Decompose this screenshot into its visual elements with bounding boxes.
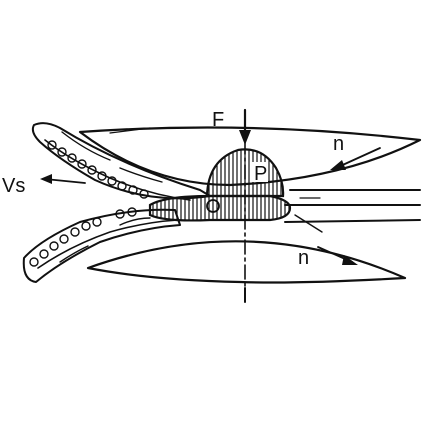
upper-strip [31,122,211,201]
rotation-arrow-top [330,147,381,170]
rotation-top-arrowhead-icon [330,160,346,170]
rotation-bottom-label: n [298,247,309,269]
force-arrowhead-icon [239,130,251,145]
pressure-label: P [254,163,267,185]
speed-arrow [40,174,86,184]
pressure-label-bg [252,162,268,182]
lower-strip-bead [29,207,137,267]
force-arrow [239,108,251,145]
rotation-bottom-arrowhead-icon [342,255,358,265]
force-label: F [212,109,224,131]
speed-label: Vs [2,175,25,197]
upper-strip-bead [47,140,149,199]
rotation-top-label: n [333,133,344,155]
lower-roller [86,240,407,284]
lower-strip [22,207,181,283]
rotation-arrow-bottom [317,246,358,265]
speed-arrowhead-icon [40,174,52,184]
upper-roller [78,126,422,187]
weld-nugget [148,194,292,222]
workpiece-plates [284,189,421,233]
